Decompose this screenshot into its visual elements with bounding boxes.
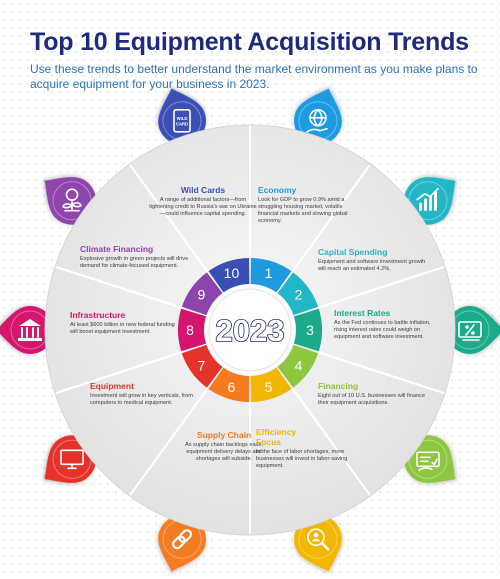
trend-1-text: Economy Look for GDP to grow 0.9% amid a… xyxy=(258,185,354,225)
ring-number-5: 5 xyxy=(265,379,273,395)
ring-number-9: 9 xyxy=(198,287,206,303)
trend-10-title: Wild Cards xyxy=(180,185,226,195)
ring-number-7: 7 xyxy=(198,357,206,373)
trend-6-title: Supply Chain xyxy=(196,430,252,440)
government-building-icon xyxy=(18,319,42,341)
ring-number-6: 6 xyxy=(228,379,236,395)
ring-number-2: 2 xyxy=(295,287,303,303)
ring-segment-4 xyxy=(277,344,319,388)
trend-8-text: Infrastructure At least $600 billion in … xyxy=(70,310,178,336)
computer-monitor-icon xyxy=(60,449,84,470)
ring-number-10: 10 xyxy=(224,265,240,281)
ring-segment-9 xyxy=(181,272,223,316)
trend-3-body: As the Fed continues to battle inflation… xyxy=(334,320,431,340)
trend-2-text: Capital Spending Equipment and software … xyxy=(318,247,428,273)
globe-hand-icon xyxy=(306,108,328,133)
trend-1-pin xyxy=(293,88,342,145)
ring-segment-7 xyxy=(181,344,223,388)
trend-2-title: Capital Spending xyxy=(318,247,388,257)
growth-chart-icon xyxy=(416,187,439,211)
trend-4-text: Financing Eight out of 10 U.S. businesse… xyxy=(318,381,426,407)
trend-8-body: At least $600 billion in new federal fun… xyxy=(70,322,175,335)
trend-5-pin xyxy=(293,515,342,572)
trend-9-title: Climate Financing xyxy=(80,244,154,254)
trend-2-body: Equipment and software investment growth… xyxy=(318,259,426,272)
trend-7-title: Equipment xyxy=(90,381,134,391)
trend-5-text: Efficiency Focus In the face of labor sh… xyxy=(256,427,354,470)
trend-10-body: A range of additional factors—from tight… xyxy=(149,197,257,217)
trend-9-body: Explosive growth in green projects will … xyxy=(80,256,189,269)
trend-3-text: Interest Rates As the Fed continues to b… xyxy=(334,308,434,341)
chain-link-icon xyxy=(171,529,193,550)
numbered-ring: 1 2 3 4 5 6 7 8 9 10 xyxy=(178,258,322,402)
magnify-person-icon xyxy=(307,528,330,551)
wild-card-label: WILD xyxy=(177,116,188,121)
trend-4-title: Financing xyxy=(318,381,359,391)
ring-number-3: 3 xyxy=(306,322,314,338)
ring-segment-5 xyxy=(250,367,292,402)
ring-segment-2 xyxy=(277,272,319,316)
svg-text:CARD: CARD xyxy=(176,121,188,126)
page-subtitle: Use these trends to better understand th… xyxy=(30,62,478,91)
trend-7-text: Equipment Investment will grow in key ve… xyxy=(90,381,194,407)
center-year: 2023 xyxy=(216,313,285,348)
trend-7-body: Investment will grow in key verticals, f… xyxy=(90,393,193,406)
page-title: Top 10 Equipment Acquisition Trends xyxy=(30,28,469,56)
ring-number-1: 1 xyxy=(265,265,273,281)
check-payment-icon xyxy=(416,451,440,472)
center-circle xyxy=(205,285,295,375)
ring-segment-6 xyxy=(208,367,250,402)
trend-1-title: Economy xyxy=(258,185,297,195)
trend-6-text: Supply Chain As supply chain backlogs ea… xyxy=(176,430,272,463)
trend-8-title: Infrastructure xyxy=(70,310,126,320)
ring-number-8: 8 xyxy=(186,322,194,338)
trend-3-title: Interest Rates xyxy=(334,308,391,318)
trend-10-text: Wild Cards A range of additional factors… xyxy=(148,185,258,218)
trend-6-body: As supply chain backlogs ease, equipment… xyxy=(184,442,264,462)
trend-1-body: Look for GDP to grow 0.9% amid a struggl… xyxy=(258,197,348,224)
trend-5-body: In the face of labor shortages, more bus… xyxy=(256,449,348,469)
trend-9-text: Climate Financing Explosive growth in gr… xyxy=(80,244,192,270)
trend-3-pin xyxy=(446,306,500,354)
percent-cash-icon xyxy=(458,321,482,341)
money-plant-icon xyxy=(62,188,82,212)
ring-segment-8 xyxy=(178,308,207,352)
trend-4-body: Eight out of 10 U.S. businesses will fin… xyxy=(318,393,425,406)
ring-segment-1 xyxy=(250,258,292,293)
ring-segment-10 xyxy=(208,258,250,293)
ring-segment-3 xyxy=(293,308,322,352)
wheel-dividers xyxy=(55,126,445,534)
ring-number-4: 4 xyxy=(295,357,303,373)
trend-5-title: Efficiency Focus xyxy=(256,427,297,447)
